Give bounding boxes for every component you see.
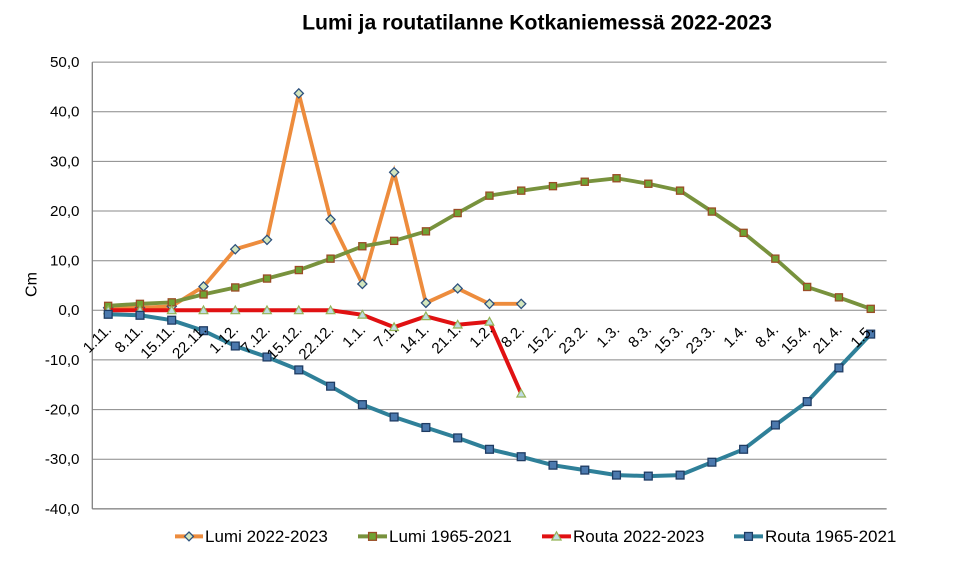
svg-text:-30,0: -30,0 [45,451,80,468]
svg-text:10,0: 10,0 [50,253,80,270]
svg-text:20,0: 20,0 [50,203,80,220]
svg-text:Lumi ja routatilanne Kotkaniem: Lumi ja routatilanne Kotkaniemessä 2022-… [302,12,772,35]
svg-text:Lumi 2022-2023: Lumi 2022-2023 [205,527,328,546]
svg-text:Cm: Cm [24,272,41,297]
svg-text:-20,0: -20,0 [45,402,80,419]
svg-text:Routa 1965-2021: Routa 1965-2021 [765,527,896,546]
svg-text:-10,0: -10,0 [45,352,80,369]
svg-text:Routa 2022-2023: Routa 2022-2023 [573,527,704,546]
svg-text:40,0: 40,0 [50,104,80,121]
svg-text:50,0: 50,0 [50,54,80,71]
svg-text:-40,0: -40,0 [45,501,80,518]
svg-text:Lumi 1965-2021: Lumi 1965-2021 [389,527,512,546]
svg-text:0,0: 0,0 [58,302,79,319]
svg-text:30,0: 30,0 [50,153,80,170]
